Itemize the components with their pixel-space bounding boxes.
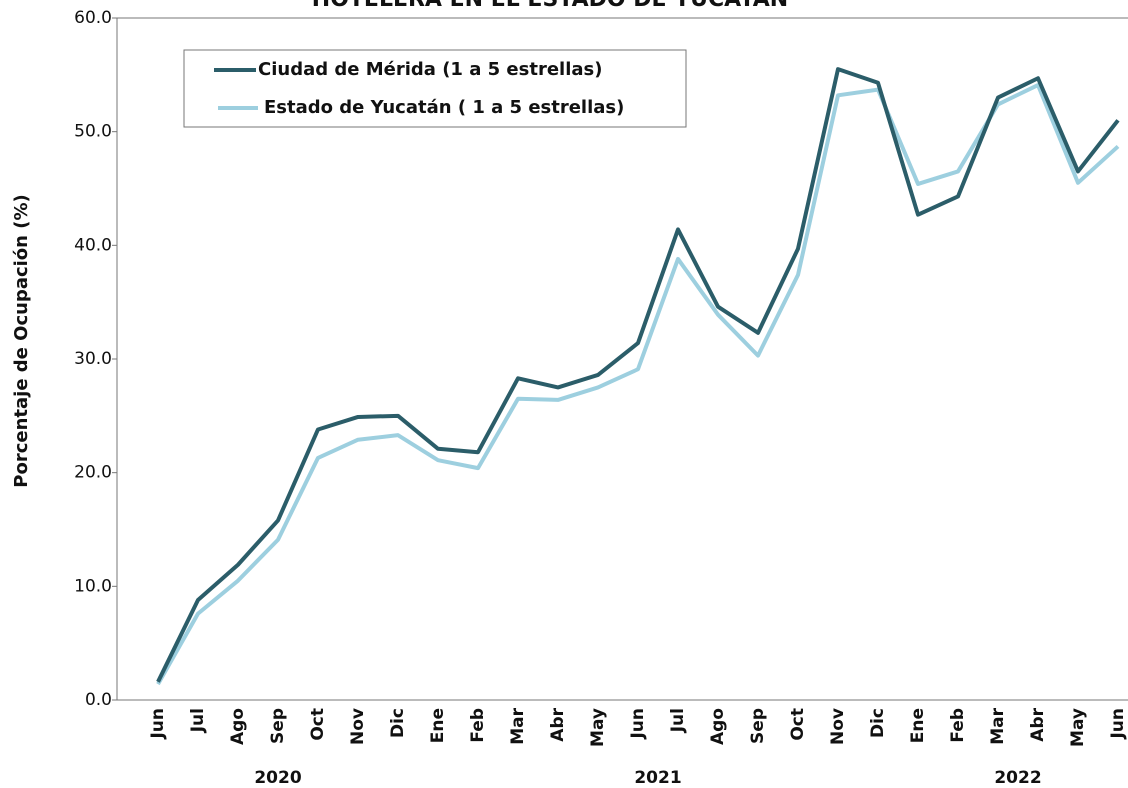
x-tick-label: Jun bbox=[148, 708, 168, 740]
x-tick-label: Dic bbox=[868, 708, 888, 738]
x-tick-label: Jul bbox=[668, 708, 688, 733]
x-tick-label: Oct bbox=[788, 708, 808, 741]
y-tick-label: 10.0 bbox=[74, 576, 112, 596]
x-tick-label: Nov bbox=[348, 708, 368, 745]
x-tick-label: Oct bbox=[308, 708, 328, 741]
year-label: 2022 bbox=[994, 768, 1041, 788]
year-label: 2021 bbox=[634, 768, 681, 788]
series-line bbox=[156, 83, 1120, 686]
chart-title: HOTELERA EN EL ESTADO DE YUCATÁN bbox=[312, 0, 788, 12]
legend-label: Ciudad de Mérida (1 a 5 estrellas) bbox=[258, 59, 602, 80]
year-label: 2020 bbox=[254, 768, 301, 788]
y-tick-label: 30.0 bbox=[74, 349, 112, 369]
x-tick-label: Mar bbox=[988, 707, 1008, 744]
x-tick-label: Ago bbox=[708, 708, 728, 745]
x-tick-label: May bbox=[1068, 708, 1088, 747]
x-tick-label: Abr bbox=[548, 707, 568, 741]
x-tick-label: Ene bbox=[908, 708, 928, 743]
x-tick-label: May bbox=[588, 708, 608, 747]
x-tick-label: Feb bbox=[948, 708, 968, 743]
legend-label: Estado de Yucatán ( 1 a 5 estrellas) bbox=[264, 97, 624, 118]
y-tick-label: 40.0 bbox=[74, 235, 112, 255]
x-tick-label: Mar bbox=[508, 707, 528, 744]
series-line bbox=[156, 67, 1120, 683]
x-tick-label: Jun bbox=[1108, 708, 1128, 740]
x-tick-label: Abr bbox=[1028, 707, 1048, 741]
x-tick-label: Feb bbox=[468, 708, 488, 743]
x-tick-label: Dic bbox=[388, 708, 408, 738]
y-axis-label: Porcentaje de Ocupación (%) bbox=[11, 194, 32, 487]
x-tick-label: Ene bbox=[428, 708, 448, 743]
y-tick-label: 0.0 bbox=[85, 690, 112, 710]
legend bbox=[183, 49, 687, 128]
y-tick-label: 50.0 bbox=[74, 122, 112, 142]
y-tick-label: 60.0 bbox=[74, 8, 112, 28]
x-tick-label: Ago bbox=[228, 708, 248, 745]
y-tick-label: 20.0 bbox=[74, 463, 112, 483]
x-tick-label: Sep bbox=[748, 708, 768, 744]
x-tick-label: Nov bbox=[828, 708, 848, 745]
x-tick-label: Jul bbox=[188, 708, 208, 733]
x-tick-label: Sep bbox=[268, 708, 288, 744]
x-tick-label: Jun bbox=[628, 708, 648, 740]
